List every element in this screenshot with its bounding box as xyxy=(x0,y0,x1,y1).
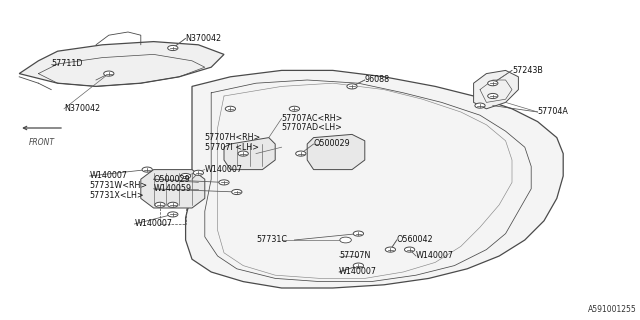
Polygon shape xyxy=(307,134,365,170)
Text: 57707I <LH>: 57707I <LH> xyxy=(205,143,259,152)
Circle shape xyxy=(232,189,242,195)
Circle shape xyxy=(296,151,306,156)
Text: 57731W<RH>: 57731W<RH> xyxy=(90,181,148,190)
Circle shape xyxy=(353,263,364,268)
Text: O500029: O500029 xyxy=(154,175,190,184)
Circle shape xyxy=(168,45,178,51)
Circle shape xyxy=(225,106,236,111)
Circle shape xyxy=(168,202,178,207)
Polygon shape xyxy=(19,42,224,86)
Text: O500029: O500029 xyxy=(314,140,350,148)
Text: W140007: W140007 xyxy=(205,165,243,174)
Text: 57243B: 57243B xyxy=(512,66,543,75)
Text: W140059: W140059 xyxy=(154,184,192,193)
Text: 57704A: 57704A xyxy=(538,108,568,116)
Text: N370042: N370042 xyxy=(186,34,221,43)
Polygon shape xyxy=(186,70,563,288)
Polygon shape xyxy=(224,138,275,170)
Text: 57707H<RH>: 57707H<RH> xyxy=(205,133,261,142)
Text: 57731C: 57731C xyxy=(256,236,287,244)
Circle shape xyxy=(289,106,300,111)
Circle shape xyxy=(340,237,351,243)
Polygon shape xyxy=(141,170,205,208)
Text: 57731X<LH>: 57731X<LH> xyxy=(90,191,144,200)
Circle shape xyxy=(180,173,191,179)
Polygon shape xyxy=(474,70,518,109)
Text: A591001255: A591001255 xyxy=(588,305,637,314)
Circle shape xyxy=(238,151,248,156)
Circle shape xyxy=(142,167,152,172)
Text: 57711D: 57711D xyxy=(51,60,83,68)
Text: FRONT: FRONT xyxy=(29,138,54,147)
Circle shape xyxy=(193,170,204,175)
Text: 96088: 96088 xyxy=(365,76,390,84)
Circle shape xyxy=(385,247,396,252)
Circle shape xyxy=(104,71,114,76)
Text: W140007: W140007 xyxy=(90,172,127,180)
Circle shape xyxy=(155,202,165,207)
Circle shape xyxy=(404,247,415,252)
Circle shape xyxy=(219,180,229,185)
Circle shape xyxy=(488,81,498,86)
Circle shape xyxy=(347,84,357,89)
Text: 57707AD<LH>: 57707AD<LH> xyxy=(282,124,342,132)
Circle shape xyxy=(488,93,498,99)
Text: N370042: N370042 xyxy=(64,104,100,113)
Circle shape xyxy=(353,231,364,236)
Circle shape xyxy=(168,212,178,217)
Text: W140007: W140007 xyxy=(134,220,172,228)
Text: W140007: W140007 xyxy=(339,268,377,276)
Text: O560042: O560042 xyxy=(397,236,433,244)
Text: W140007: W140007 xyxy=(416,252,454,260)
Circle shape xyxy=(475,103,485,108)
Text: 57707N: 57707N xyxy=(339,252,371,260)
Text: 57707AC<RH>: 57707AC<RH> xyxy=(282,114,343,123)
